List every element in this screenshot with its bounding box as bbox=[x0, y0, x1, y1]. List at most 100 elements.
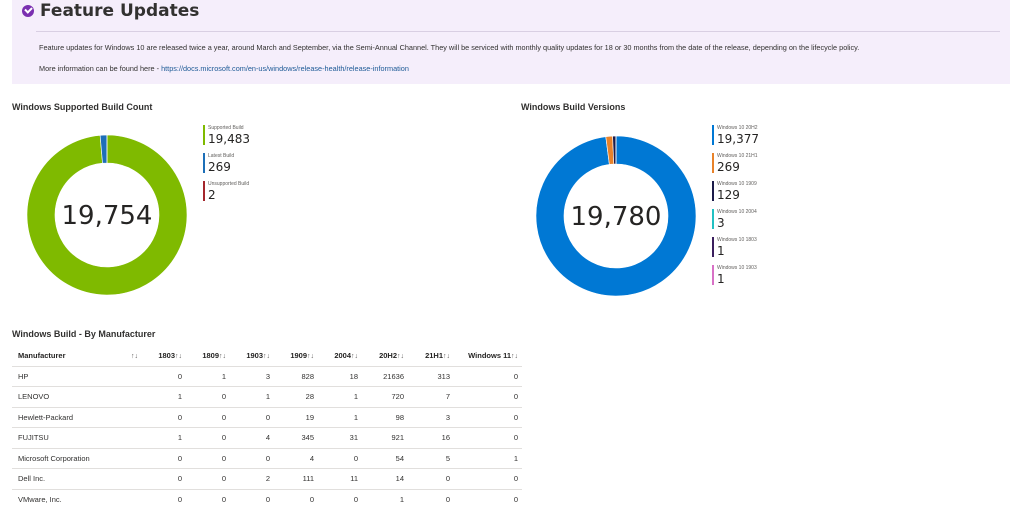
release-info-link[interactable]: https://docs.microsoft.com/en-us/windows… bbox=[161, 64, 409, 73]
count-cell: 0 bbox=[318, 447, 362, 469]
table-row[interactable]: Microsoft Corporation 0 0 0 4 0 54 5 1 bbox=[12, 447, 522, 469]
count-cell: 3 bbox=[408, 406, 454, 428]
count-cell: 0 bbox=[186, 447, 230, 469]
sort-arrows-icon[interactable]: ↑↓ bbox=[511, 353, 518, 361]
column-header[interactable]: ↑↓ bbox=[112, 346, 142, 366]
count-cell: 4 bbox=[230, 427, 274, 448]
build-versions-legend-item[interactable]: Windows 10 1909 129 bbox=[712, 181, 759, 209]
count-cell: 828 bbox=[274, 365, 318, 387]
sort-arrows-icon[interactable]: ↑↓ bbox=[263, 353, 270, 361]
sort-arrows-icon[interactable]: ↑↓ bbox=[219, 353, 226, 361]
manufacturer-cell: Microsoft Corporation bbox=[12, 447, 112, 469]
column-header-label: 1809 bbox=[202, 351, 219, 361]
build-count-legend-label: Supported Build bbox=[208, 125, 244, 131]
count-cell: 0 bbox=[142, 365, 186, 387]
build-count-legend-value: 269 bbox=[208, 160, 231, 174]
manufacturer-cell: HP bbox=[12, 365, 112, 387]
build-versions-legend-swatch bbox=[712, 209, 714, 229]
build-versions-legend-value: 269 bbox=[717, 160, 740, 174]
build-versions-legend-swatch bbox=[712, 265, 714, 285]
build-count-legend-swatch bbox=[203, 125, 205, 145]
build-count-legend-item[interactable]: Latest Build 269 bbox=[203, 153, 250, 181]
column-header[interactable]: Windows 11↑↓ bbox=[454, 346, 522, 366]
build-versions-legend-item[interactable]: Windows 10 1903 1 bbox=[712, 265, 759, 293]
table-row[interactable]: Dell Inc. 0 0 2 111 11 14 0 0 bbox=[12, 468, 522, 489]
count-cell: 0 bbox=[142, 406, 186, 428]
manufacturer-cell: LENOVO bbox=[12, 386, 112, 407]
count-cell: 0 bbox=[230, 406, 274, 428]
count-cell: 28 bbox=[274, 386, 318, 407]
count-cell: 111 bbox=[274, 468, 318, 489]
banner-divider bbox=[36, 31, 1000, 32]
column-header[interactable]: 20H2↑↓ bbox=[362, 346, 408, 366]
manufacturer-table: Manufacturer ↑↓ 1803↑↓ 1809↑↓ 1903↑↓ 1909↑↓ 20… bbox=[12, 346, 522, 510]
column-header-label: Windows 11 bbox=[468, 351, 511, 361]
count-cell: 0 bbox=[408, 488, 454, 510]
count-cell: 1 bbox=[362, 488, 408, 510]
manufacturer-cell: VMware, Inc. bbox=[12, 488, 112, 510]
count-cell bbox=[112, 427, 142, 448]
banner-description: Feature updates for Windows 10 are relea… bbox=[39, 43, 860, 52]
build-versions-legend-item[interactable]: Windows 10 2004 3 bbox=[712, 209, 759, 237]
build-versions-legend-item[interactable]: Windows 10 21H1 269 bbox=[712, 153, 759, 181]
banner-more-info: More information can be found here - htt… bbox=[39, 64, 409, 73]
build-count-legend-swatch bbox=[203, 153, 205, 173]
count-cell: 19 bbox=[274, 406, 318, 428]
build-count-legend-value: 19,483 bbox=[208, 132, 250, 146]
count-cell: 0 bbox=[230, 447, 274, 469]
count-cell: 0 bbox=[318, 488, 362, 510]
table-row[interactable]: FUJITSU 1 0 4 345 31 921 16 0 bbox=[12, 427, 522, 448]
check-circle-icon bbox=[22, 5, 34, 17]
build-versions-legend-label: Windows 10 20H2 bbox=[717, 125, 758, 131]
build-versions-legend-item[interactable]: Windows 10 20H2 19,377 bbox=[712, 125, 759, 153]
count-cell: 0 bbox=[274, 488, 318, 510]
count-cell bbox=[112, 365, 142, 387]
count-cell: 0 bbox=[186, 427, 230, 448]
build-count-legend-item[interactable]: Unsupported Build 2 bbox=[203, 181, 250, 209]
column-header[interactable]: 21H1↑↓ bbox=[408, 346, 454, 366]
count-cell: 345 bbox=[274, 427, 318, 448]
table-row[interactable]: Hewlett-Packard 0 0 0 19 1 98 3 0 bbox=[12, 406, 522, 428]
count-cell bbox=[112, 468, 142, 489]
column-header-label: 21H1 bbox=[425, 351, 443, 361]
build-versions-donut: 19,780 bbox=[535, 135, 697, 297]
build-count-legend-value: 2 bbox=[208, 188, 216, 202]
count-cell: 98 bbox=[362, 406, 408, 428]
build-count-legend-item[interactable]: Supported Build 19,483 bbox=[203, 125, 250, 153]
sort-arrows-icon[interactable]: ↑↓ bbox=[307, 353, 314, 361]
column-header[interactable]: 1903↑↓ bbox=[230, 346, 274, 366]
build-versions-slice-1[interactable] bbox=[535, 135, 697, 297]
table-row[interactable]: HP 0 1 3 828 18 21636 313 0 bbox=[12, 365, 522, 387]
count-cell: 0 bbox=[454, 427, 522, 448]
build-versions-legend-value: 129 bbox=[717, 188, 740, 202]
build-versions-legend-swatch bbox=[712, 181, 714, 201]
build-versions-legend-label: Windows 10 1909 bbox=[717, 181, 757, 187]
sort-arrows-icon[interactable]: ↑↓ bbox=[351, 353, 358, 361]
table-row[interactable]: LENOVO 1 0 1 28 1 720 7 0 bbox=[12, 386, 522, 407]
sort-arrows-icon[interactable]: ↑↓ bbox=[131, 353, 138, 361]
column-header[interactable]: 1909↑↓ bbox=[274, 346, 318, 366]
count-cell: 720 bbox=[362, 386, 408, 407]
column-header-label: 1803 bbox=[158, 351, 175, 361]
column-header[interactable]: 1803↑↓ bbox=[142, 346, 186, 366]
count-cell: 1 bbox=[230, 386, 274, 407]
column-header[interactable]: Manufacturer bbox=[12, 346, 112, 366]
count-cell: 18 bbox=[318, 365, 362, 387]
column-header[interactable]: 2004↑↓ bbox=[318, 346, 362, 366]
table-row[interactable]: VMware, Inc. 0 0 0 0 0 1 0 0 bbox=[12, 488, 522, 510]
count-cell: 0 bbox=[186, 468, 230, 489]
build-versions-legend-item[interactable]: Windows 10 1803 1 bbox=[712, 237, 759, 265]
column-header[interactable]: 1809↑↓ bbox=[186, 346, 230, 366]
sort-arrows-icon[interactable]: ↑↓ bbox=[397, 353, 404, 361]
column-header-label: 2004 bbox=[334, 351, 351, 361]
sort-arrows-icon[interactable]: ↑↓ bbox=[443, 353, 450, 361]
build-count-slice-1[interactable] bbox=[26, 134, 188, 296]
count-cell: 0 bbox=[186, 386, 230, 407]
count-cell: 3 bbox=[230, 365, 274, 387]
count-cell: 0 bbox=[454, 488, 522, 510]
count-cell: 0 bbox=[186, 488, 230, 510]
count-cell: 0 bbox=[454, 468, 522, 489]
count-cell: 0 bbox=[454, 406, 522, 428]
sort-arrows-icon[interactable]: ↑↓ bbox=[175, 353, 182, 361]
count-cell: 0 bbox=[454, 365, 522, 387]
